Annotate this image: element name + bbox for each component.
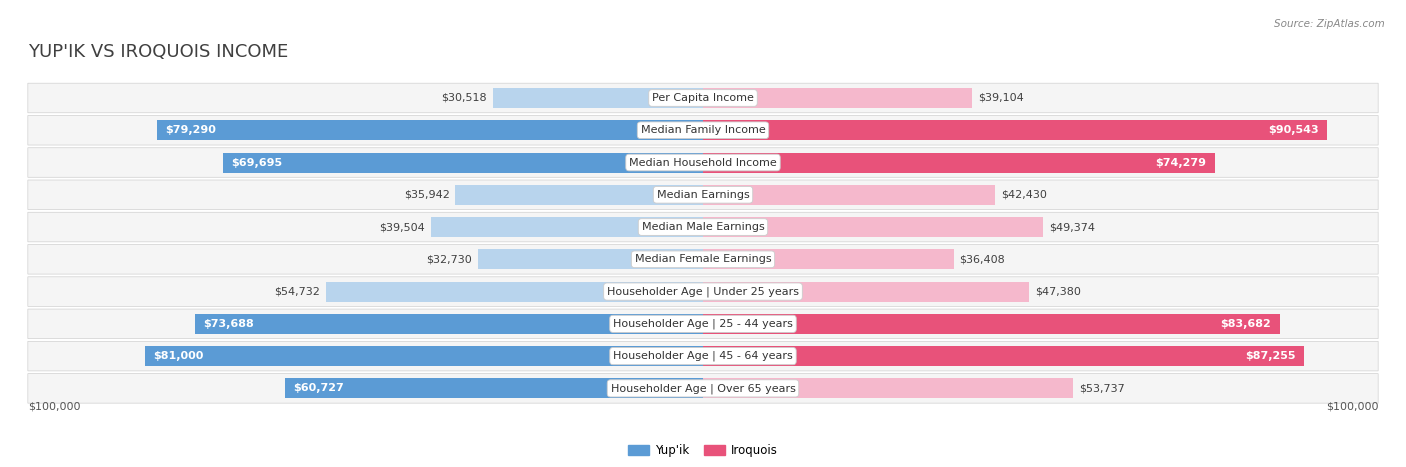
Text: Householder Age | Over 65 years: Householder Age | Over 65 years: [610, 383, 796, 394]
Text: Median Male Earnings: Median Male Earnings: [641, 222, 765, 232]
Text: $53,737: $53,737: [1078, 383, 1125, 393]
FancyBboxPatch shape: [28, 309, 1378, 339]
Text: $100,000: $100,000: [28, 401, 80, 411]
Text: $81,000: $81,000: [153, 351, 204, 361]
Text: $35,942: $35,942: [404, 190, 450, 200]
Bar: [703, 378, 1073, 398]
Bar: [456, 185, 703, 205]
Text: $30,518: $30,518: [441, 93, 488, 103]
Text: $42,430: $42,430: [1001, 190, 1046, 200]
Text: $87,255: $87,255: [1246, 351, 1296, 361]
Bar: [430, 217, 703, 237]
Text: $49,374: $49,374: [1049, 222, 1095, 232]
Text: $39,104: $39,104: [979, 93, 1024, 103]
Bar: [492, 88, 703, 108]
Text: $83,682: $83,682: [1220, 319, 1271, 329]
Text: Source: ZipAtlas.com: Source: ZipAtlas.com: [1274, 19, 1385, 28]
Text: $100,000: $100,000: [1326, 401, 1378, 411]
FancyBboxPatch shape: [28, 212, 1378, 242]
Text: $69,695: $69,695: [231, 157, 283, 168]
FancyBboxPatch shape: [28, 115, 1378, 145]
Text: $60,727: $60,727: [292, 383, 343, 393]
Text: Median Household Income: Median Household Income: [628, 157, 778, 168]
Bar: [156, 120, 703, 140]
Bar: [703, 217, 1043, 237]
Text: $36,408: $36,408: [959, 255, 1005, 264]
Text: $79,290: $79,290: [165, 125, 217, 135]
Bar: [478, 249, 703, 269]
Text: $54,732: $54,732: [274, 287, 321, 297]
Legend: Yup'ik, Iroquois: Yup'ik, Iroquois: [623, 439, 783, 462]
Bar: [703, 314, 1279, 334]
Text: Per Capita Income: Per Capita Income: [652, 93, 754, 103]
Text: YUP'IK VS IROQUOIS INCOME: YUP'IK VS IROQUOIS INCOME: [28, 43, 288, 61]
Text: Median Earnings: Median Earnings: [657, 190, 749, 200]
FancyBboxPatch shape: [28, 180, 1378, 210]
Text: Householder Age | Under 25 years: Householder Age | Under 25 years: [607, 286, 799, 297]
Bar: [703, 185, 995, 205]
Bar: [284, 378, 703, 398]
FancyBboxPatch shape: [28, 148, 1378, 177]
FancyBboxPatch shape: [28, 341, 1378, 371]
FancyBboxPatch shape: [28, 277, 1378, 306]
Bar: [703, 346, 1305, 366]
Text: $47,380: $47,380: [1035, 287, 1081, 297]
Text: $74,279: $74,279: [1156, 157, 1206, 168]
Text: $90,543: $90,543: [1268, 125, 1319, 135]
Bar: [703, 282, 1029, 302]
Bar: [703, 153, 1215, 172]
Text: $39,504: $39,504: [380, 222, 426, 232]
Bar: [703, 120, 1327, 140]
Bar: [326, 282, 703, 302]
Text: Householder Age | 45 - 64 years: Householder Age | 45 - 64 years: [613, 351, 793, 361]
Bar: [222, 153, 703, 172]
FancyBboxPatch shape: [28, 83, 1378, 113]
Text: Median Family Income: Median Family Income: [641, 125, 765, 135]
Text: Median Female Earnings: Median Female Earnings: [634, 255, 772, 264]
Text: $73,688: $73,688: [204, 319, 254, 329]
Text: Householder Age | 25 - 44 years: Householder Age | 25 - 44 years: [613, 318, 793, 329]
Bar: [703, 88, 973, 108]
Bar: [145, 346, 703, 366]
FancyBboxPatch shape: [28, 374, 1378, 403]
Text: $32,730: $32,730: [426, 255, 472, 264]
FancyBboxPatch shape: [28, 245, 1378, 274]
Bar: [703, 249, 953, 269]
Bar: [195, 314, 703, 334]
